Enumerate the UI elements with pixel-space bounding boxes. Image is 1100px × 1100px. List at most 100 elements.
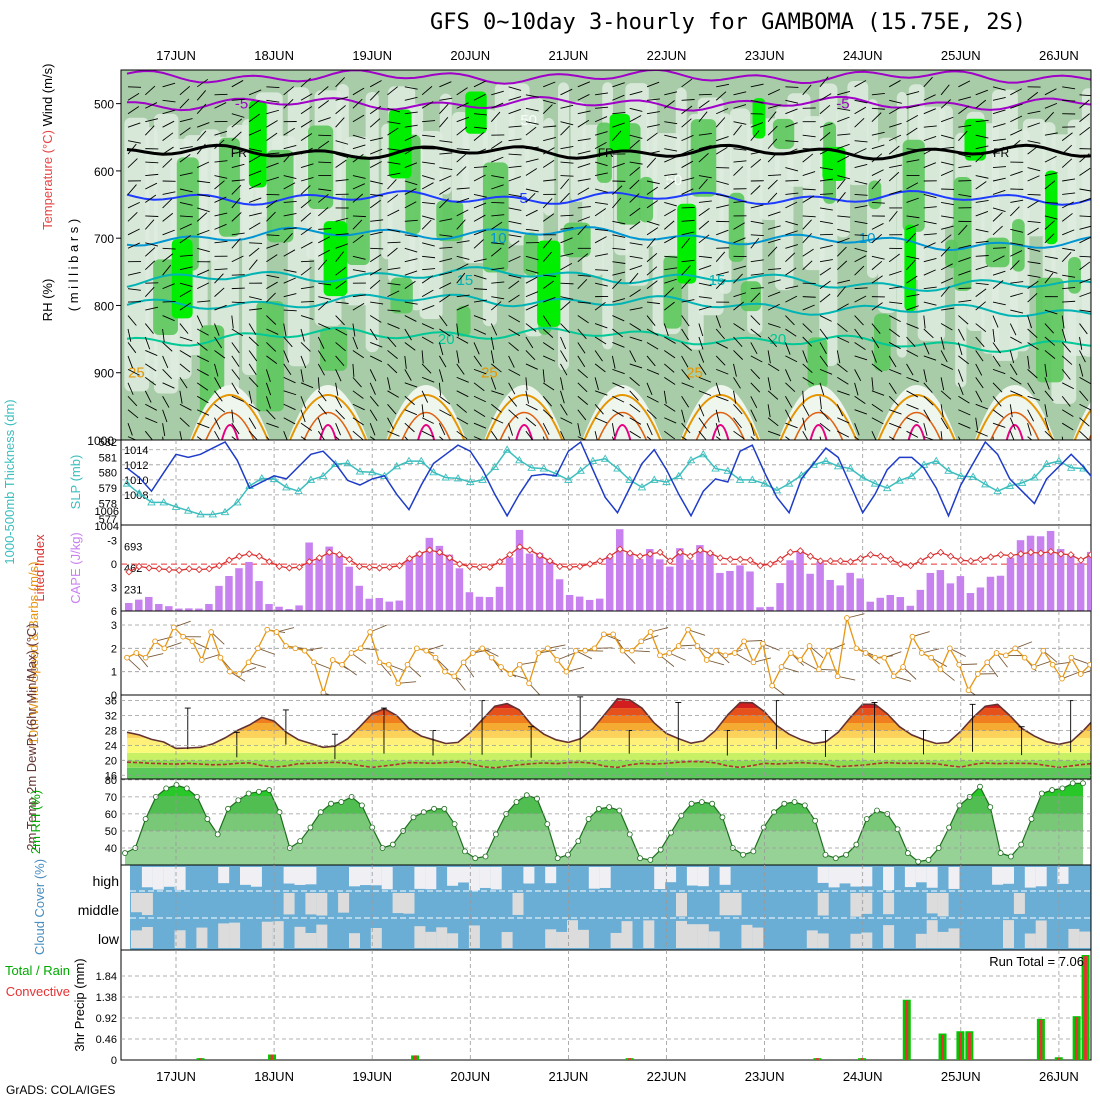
wind-barb xyxy=(266,243,279,249)
wind-barb xyxy=(266,342,277,352)
cloud-high-gap xyxy=(915,867,927,883)
cape-bar xyxy=(285,609,293,611)
wind-barb-10m xyxy=(369,624,387,633)
wind-barb xyxy=(248,390,253,404)
wind-barb xyxy=(698,111,708,123)
wind-barb xyxy=(733,148,747,151)
rh-moist-patch xyxy=(1068,256,1081,294)
rh-point xyxy=(214,831,221,838)
wind-barb xyxy=(750,158,762,168)
wind-barb xyxy=(127,242,141,249)
li-point xyxy=(826,557,835,565)
wind-barb xyxy=(819,382,825,396)
wind-barb xyxy=(871,430,877,440)
wind-barb xyxy=(889,99,902,104)
wind-barb-10m xyxy=(126,657,141,671)
wind-barb xyxy=(664,363,675,373)
cloud-middle-gap xyxy=(719,893,731,916)
rh-point xyxy=(657,846,664,853)
wind-barb xyxy=(404,270,418,276)
wind-speed-point xyxy=(451,673,458,680)
wind-barb xyxy=(421,305,435,311)
wind-barb xyxy=(387,417,394,430)
wind-barb-10m xyxy=(921,648,940,654)
wind-barb xyxy=(214,180,225,190)
cloud-low-gap xyxy=(174,930,186,948)
wind-barb xyxy=(785,382,796,392)
wind-barb xyxy=(387,194,399,203)
wind-barb xyxy=(940,286,950,297)
wind-barb xyxy=(767,363,780,372)
wind-barb xyxy=(612,328,623,338)
wind-barb xyxy=(595,253,608,257)
wind-barb xyxy=(473,315,487,321)
slp-line-point xyxy=(367,467,377,476)
rh-moist-patch xyxy=(320,327,348,371)
rh-line xyxy=(124,782,1083,863)
li-point xyxy=(576,562,584,571)
wind-barb xyxy=(854,295,867,303)
wind-barb xyxy=(698,404,705,417)
wind-barb xyxy=(871,255,885,260)
wind-speed-point xyxy=(292,645,299,652)
wind-barb xyxy=(577,279,588,289)
wind-barb xyxy=(162,409,168,423)
wind-barb xyxy=(560,363,568,376)
date-label-top: 19JUN xyxy=(352,48,392,63)
slp-line-point xyxy=(981,479,990,488)
rh-point xyxy=(997,850,1004,856)
wind-barb xyxy=(318,117,331,123)
rh-tick-label: 60 xyxy=(105,809,117,821)
wind-barb xyxy=(1027,423,1032,436)
rh-moist-patch xyxy=(436,200,464,242)
li-point xyxy=(686,552,694,560)
cape-bar xyxy=(1046,530,1055,611)
cloud-low-gap xyxy=(1079,931,1091,948)
wind-barb xyxy=(196,328,209,336)
wind-barb xyxy=(819,93,832,101)
wind-speed-point xyxy=(816,666,822,673)
wind-barb xyxy=(1044,269,1058,274)
wind-barb-10m xyxy=(949,647,967,657)
wind-barb xyxy=(145,215,159,217)
wind-barb xyxy=(681,369,691,380)
wind-barb xyxy=(888,315,901,323)
wind-barb xyxy=(819,328,829,340)
isotherm-label: 10 xyxy=(859,230,876,247)
wind-barb xyxy=(1009,323,1017,336)
wind-speed-point xyxy=(806,643,813,649)
wind-barb xyxy=(438,342,444,356)
wind-barb xyxy=(525,126,537,136)
li-point xyxy=(816,557,825,565)
wind-barb xyxy=(300,409,306,423)
wind-speed-point xyxy=(881,654,888,661)
precip-tick-label: 1.38 xyxy=(96,992,117,1004)
wind-barb xyxy=(715,328,725,340)
wind-barb xyxy=(871,350,877,363)
wind-barb xyxy=(456,390,469,398)
wind-barb xyxy=(767,88,781,96)
wind-barb xyxy=(888,145,900,155)
wind-barb xyxy=(992,207,1006,212)
wind-barb xyxy=(456,417,469,425)
wind-barb xyxy=(577,301,591,304)
wind-barb xyxy=(767,336,778,348)
cape-bar xyxy=(515,529,524,611)
wind-barb xyxy=(1079,94,1091,97)
li-point xyxy=(616,545,624,553)
wind-barb-10m xyxy=(323,692,331,695)
wind-speed-point xyxy=(264,626,271,633)
wind-barb xyxy=(923,301,937,306)
cape-bar xyxy=(485,597,494,611)
wind-barb xyxy=(508,255,521,263)
cape-bar xyxy=(575,596,584,611)
wind-barb xyxy=(577,94,590,101)
cape-bar xyxy=(475,596,484,611)
slp-tick-label: 1004 xyxy=(95,521,119,533)
wind-barb xyxy=(370,355,383,363)
rh-point xyxy=(482,853,489,860)
cloud-low-gap xyxy=(501,932,513,948)
cape-bar xyxy=(1006,557,1015,611)
wind-barb xyxy=(767,417,779,427)
wind-speed-point xyxy=(498,664,504,670)
